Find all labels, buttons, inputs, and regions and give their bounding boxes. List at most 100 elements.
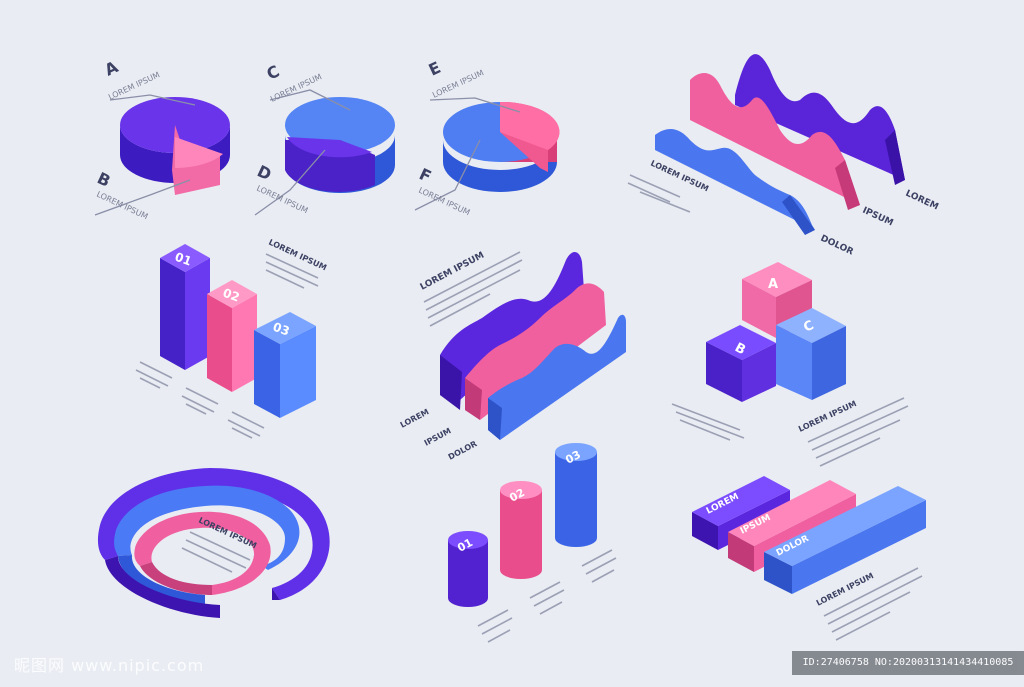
pie-ab-label-b: B bbox=[94, 168, 113, 190]
cube-chart-abc: A B C LOREM IPSUM bbox=[671, 262, 909, 467]
cylinder-03-body bbox=[555, 452, 597, 538]
ring-middle-side bbox=[118, 555, 205, 605]
wave-center-series-lorem bbox=[440, 251, 584, 400]
pie-cd-slice-d-top bbox=[287, 137, 372, 158]
hbar-note-lines bbox=[823, 567, 923, 641]
wave-top-lorem-side bbox=[885, 130, 905, 185]
bar-chart-note-lines bbox=[135, 253, 319, 439]
bar-01-front bbox=[160, 258, 185, 370]
ring-outer bbox=[97, 468, 330, 600]
watermark-id-bar: ID:27406758 NO:20200313141434410085 bbox=[792, 651, 1024, 675]
pie-chart-ab: A LOREM IPSUM B LOREM IPSUM bbox=[94, 57, 230, 221]
pie-ab-label-a: A bbox=[102, 57, 122, 80]
horizontal-bar-chart: LOREM IPSUM DOLOR LOREM IPSUM bbox=[692, 476, 926, 641]
pie-ab-leader-a bbox=[109, 94, 196, 106]
wave-top-legend-ipsum: IPSUM bbox=[861, 206, 895, 229]
wave-center-dolor-side bbox=[488, 398, 502, 440]
hbar-dolor-side bbox=[792, 500, 926, 594]
cube-a-top bbox=[742, 262, 812, 297]
bar-03-top bbox=[254, 312, 316, 344]
pie-ab-leader-b bbox=[94, 179, 191, 216]
cube-chart-note-lines bbox=[671, 397, 909, 467]
ring-chart-note-lines bbox=[181, 531, 251, 573]
pie-ef-caption-f: LOREM IPSUM bbox=[417, 186, 471, 218]
pie-cd-label-c: C bbox=[264, 61, 283, 83]
pie-ab-caption-b: LOREM IPSUM bbox=[95, 190, 149, 222]
cylinder-01-body bbox=[448, 540, 488, 598]
wave-top-series-lorem bbox=[735, 54, 905, 180]
cylinder-02-body bbox=[500, 490, 542, 570]
ring-outer-side bbox=[105, 556, 220, 618]
cylinder-03-bottom bbox=[555, 529, 597, 547]
cylinder-03-label: 03 bbox=[563, 448, 583, 467]
ring-outer-edge bbox=[272, 588, 280, 600]
pie-cd-caption-d: LOREM IPSUM bbox=[255, 184, 309, 216]
pie-chart-cd: C LOREM IPSUM D LOREM IPSUM bbox=[254, 61, 395, 216]
wave-top-series-ipsum bbox=[690, 73, 860, 206]
pie-cd-leader-c bbox=[269, 89, 351, 111]
cube-c-top bbox=[776, 308, 846, 343]
cylinder-chart: 01 02 03 bbox=[448, 443, 617, 643]
cube-c-side bbox=[812, 326, 846, 400]
bar-01-top bbox=[160, 244, 210, 272]
wave-center-legend-ipsum: IPSUM bbox=[423, 426, 453, 448]
cube-c-front bbox=[776, 325, 812, 400]
wave-center-series-dolor bbox=[488, 314, 626, 440]
pie-chart-ef: E LOREM IPSUM F LOREM IPSUM bbox=[414, 58, 560, 218]
cube-a-label: A bbox=[768, 277, 778, 292]
wave-top-legend-dolor: DOLOR bbox=[819, 234, 855, 258]
pie-cd-label-d: D bbox=[254, 161, 274, 184]
ring-middle bbox=[114, 485, 300, 570]
pie-ef-leader-f bbox=[414, 139, 481, 211]
wave-center-ipsum-side bbox=[465, 378, 482, 420]
bar-01-side bbox=[185, 258, 210, 370]
ring-chart: LOREM IPSUM bbox=[97, 468, 330, 618]
hbar-dolor-top bbox=[764, 486, 926, 566]
wave-top-dolor-side bbox=[782, 195, 815, 235]
bar-chart-01-03: 01 02 03 LOREM IPSUM bbox=[135, 238, 328, 439]
hbar-lorem-top bbox=[692, 476, 790, 526]
bar-02-label: 02 bbox=[221, 286, 241, 305]
cylinder-note-lines bbox=[477, 549, 617, 643]
hbar-lorem-front bbox=[692, 512, 718, 550]
pie-ef-label-e: E bbox=[426, 58, 444, 80]
ring-inner bbox=[134, 511, 271, 595]
pie-ab-slice-b-top bbox=[175, 137, 223, 169]
bar-03-front bbox=[254, 330, 280, 418]
wave-area-chart-center: LOREM IPSUM DOLOR LOREM IPSUM bbox=[399, 251, 626, 462]
pie-ef-slice-e-top bbox=[500, 101, 560, 150]
ring-inner-side bbox=[140, 562, 212, 595]
pie-ef-leader-e bbox=[429, 97, 521, 113]
wave-area-chart-top: LOREM IPSUM DOLOR LOREM IPSUM bbox=[627, 54, 940, 258]
wave-center-note-lines bbox=[423, 251, 523, 327]
cylinder-03-top bbox=[555, 443, 597, 461]
pie-ef-label-f: F bbox=[416, 164, 434, 186]
wave-top-series-dolor bbox=[655, 128, 815, 230]
cube-b-front bbox=[706, 342, 742, 402]
cylinder-01-label: 01 bbox=[455, 536, 475, 555]
cylinder-02-bottom bbox=[500, 561, 542, 579]
bar-01-label: 01 bbox=[173, 250, 193, 269]
cube-chart-caption: LOREM IPSUM bbox=[797, 399, 858, 434]
wave-center-lorem-side bbox=[440, 355, 462, 410]
bar-02-top bbox=[207, 280, 257, 308]
cylinder-01-bottom bbox=[448, 589, 488, 607]
cylinder-01-top bbox=[448, 531, 488, 549]
watermark-site: 昵图网 www.nipic.com bbox=[14, 656, 205, 675]
wave-top-note-lines bbox=[627, 174, 691, 213]
cube-b-side bbox=[742, 343, 776, 402]
hbar-ipsum-top bbox=[728, 480, 856, 546]
pie-cd-leader-d bbox=[254, 149, 326, 216]
bar-03-side bbox=[280, 326, 316, 418]
cube-b-top bbox=[706, 325, 776, 360]
bar-03-label: 03 bbox=[271, 320, 291, 339]
cube-a-front bbox=[742, 279, 776, 338]
wave-center-legend-lorem: LOREM bbox=[399, 407, 431, 430]
pie-ef-side bbox=[443, 140, 557, 192]
cylinder-02-label: 02 bbox=[507, 486, 527, 505]
hbar-ipsum-front bbox=[728, 532, 754, 572]
bar-02-front bbox=[207, 294, 232, 392]
wave-center-series-ipsum bbox=[465, 283, 606, 420]
